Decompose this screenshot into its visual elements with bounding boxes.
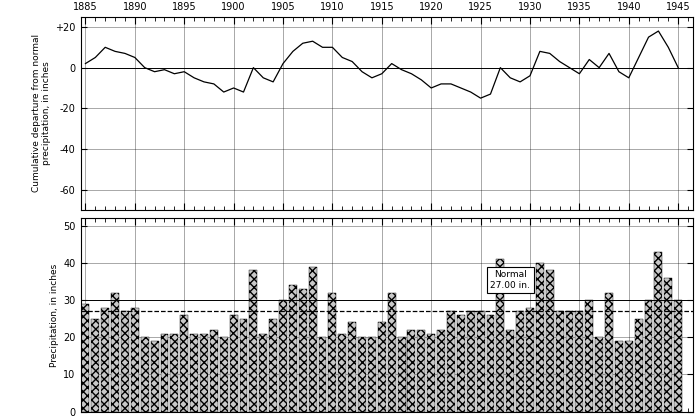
Bar (141, 337, 148, 412)
Bar (526, 307, 534, 412)
Bar (358, 337, 366, 412)
Bar (259, 333, 267, 412)
Bar (645, 300, 652, 412)
Bar (388, 293, 395, 412)
Bar (605, 293, 613, 412)
Bar (615, 341, 623, 412)
Bar (81, 304, 90, 412)
Bar (239, 319, 248, 412)
Bar (556, 311, 564, 412)
Bar (585, 300, 593, 412)
Bar (270, 319, 277, 412)
Bar (575, 311, 583, 412)
Bar (496, 259, 504, 412)
Bar (220, 337, 228, 412)
Bar (111, 293, 119, 412)
Bar (131, 307, 139, 412)
Bar (170, 333, 178, 412)
Bar (407, 330, 415, 412)
Bar (506, 330, 514, 412)
Bar (368, 337, 376, 412)
Bar (200, 333, 208, 412)
Bar (417, 330, 426, 412)
Bar (516, 311, 524, 412)
Y-axis label: Precipitation, in inches: Precipitation, in inches (50, 263, 59, 367)
Bar (348, 323, 356, 412)
Bar (447, 311, 455, 412)
Y-axis label: Cumulative departure from normal
precipitation, in inches: Cumulative departure from normal precipi… (32, 34, 51, 192)
Bar (338, 333, 346, 412)
Bar (635, 319, 643, 412)
Bar (299, 289, 307, 412)
Bar (121, 311, 129, 412)
Bar (150, 341, 158, 412)
Bar (210, 330, 218, 412)
Bar (230, 315, 237, 412)
Bar (437, 330, 445, 412)
Bar (102, 307, 109, 412)
Bar (92, 319, 99, 412)
Bar (477, 311, 484, 412)
Bar (457, 315, 465, 412)
Bar (427, 333, 435, 412)
Bar (536, 263, 544, 412)
Bar (328, 293, 337, 412)
Bar (160, 333, 169, 412)
Bar (289, 285, 297, 412)
Bar (546, 270, 554, 412)
Bar (249, 270, 258, 412)
Bar (595, 337, 603, 412)
Text: Normal
27.00 in.: Normal 27.00 in. (490, 270, 530, 290)
Bar (318, 337, 326, 412)
Bar (279, 300, 287, 412)
Bar (190, 333, 198, 412)
Bar (566, 311, 573, 412)
Bar (654, 252, 662, 412)
Bar (309, 267, 316, 412)
Bar (486, 315, 494, 412)
Bar (674, 300, 682, 412)
Bar (398, 337, 405, 412)
Bar (181, 315, 188, 412)
Bar (625, 341, 633, 412)
Bar (467, 311, 475, 412)
Bar (378, 323, 386, 412)
Bar (664, 278, 672, 412)
